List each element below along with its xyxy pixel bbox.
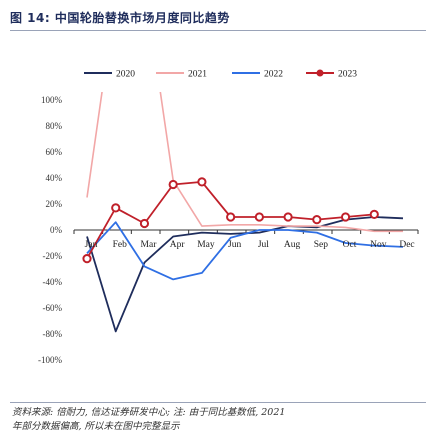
y-tick-label: -100% (38, 355, 62, 365)
legend-label-2022: 2022 (264, 70, 283, 80)
month-labels: Jan Feb Mar Apr May Jun Jul Aug Sep Oct Nov Dec (85, 240, 415, 250)
marker-2023-Aug (283, 212, 293, 222)
y-tick-label: 100% (41, 95, 63, 105)
chart-series (86, 92, 404, 333)
marker-2023-Feb (111, 203, 121, 213)
marker-2023-Jul (254, 212, 264, 222)
x-tick-label: Apr (170, 240, 186, 250)
source-rule (10, 402, 426, 403)
x-tick-label: Sep (314, 240, 329, 250)
y-tick-label: 60% (46, 147, 63, 157)
marker-2023-Oct (340, 212, 351, 222)
x-tick-label: Nov (370, 240, 387, 250)
marker-2023-Nov (369, 209, 379, 219)
series-line-2021 (86, 92, 403, 233)
legend-label-2021: 2021 (188, 70, 207, 80)
y-tick-label: -60% (43, 303, 63, 313)
chart-legend: 2020 2021 2022 2023 (84, 69, 357, 80)
line-chart: 2020 2021 2022 2023 100% 80% 60% 40% 20% 0% -20% -… (38, 69, 419, 365)
marker-2023-Mar (139, 218, 150, 229)
x-tick-label: Jun (228, 240, 241, 250)
y-tick-label: 40% (46, 173, 63, 183)
y-axis: 100% 80% 60% 40% 20% 0% -20% -40% -60% -80% -100% (38, 95, 63, 365)
x-tick-label: Aug (284, 240, 301, 250)
y-tick-label: -20% (43, 251, 63, 261)
x-tick-label: Mar (141, 240, 158, 250)
marker-2023-Jun (226, 212, 236, 222)
y-tick-label: -80% (43, 329, 63, 339)
source-note: 资料来源: 倍耐力, 信达证券研发中心; 注: 由于同比基数低, 2021 年部… (12, 406, 422, 434)
figure-number: 图 14: (10, 11, 51, 25)
legend-label-2020: 2020 (116, 70, 135, 80)
x-tick-label: Jul (258, 240, 269, 250)
source-line-2: 年部分数据偏高, 所以未在图中完整显示 (12, 421, 180, 432)
marker-2023-Jan (82, 254, 92, 264)
y-tick-label: 0% (50, 225, 63, 235)
y-tick-label: 20% (46, 199, 63, 209)
legend-label-2023: 2023 (338, 70, 357, 80)
series-line-2022 (86, 221, 404, 281)
marker-2023-Sep (312, 215, 322, 225)
x-tick-label: Feb (113, 240, 128, 250)
marker-2023-Apr (168, 179, 178, 190)
marker-2023-May (197, 177, 207, 187)
x-tick-label: May (197, 240, 215, 250)
figure-title-text: 中国轮胎替换市场月度同比趋势 (54, 11, 230, 25)
chart-markers (82, 177, 379, 264)
figure-title: 图 14: 中国轮胎替换市场月度同比趋势 (10, 9, 230, 26)
x-tick-label: Oct (343, 240, 357, 250)
y-tick-label: 80% (46, 121, 63, 131)
x-tick-label: Dec (399, 240, 414, 250)
source-line-1: 资料来源: 倍耐力, 信达证券研发中心; 注: 由于同比基数低, 2021 (12, 407, 286, 418)
legend-marker-2023 (316, 69, 324, 77)
x-tick-label: Jan (85, 240, 98, 250)
y-tick-label: -40% (43, 277, 63, 287)
title-rule (10, 30, 426, 31)
